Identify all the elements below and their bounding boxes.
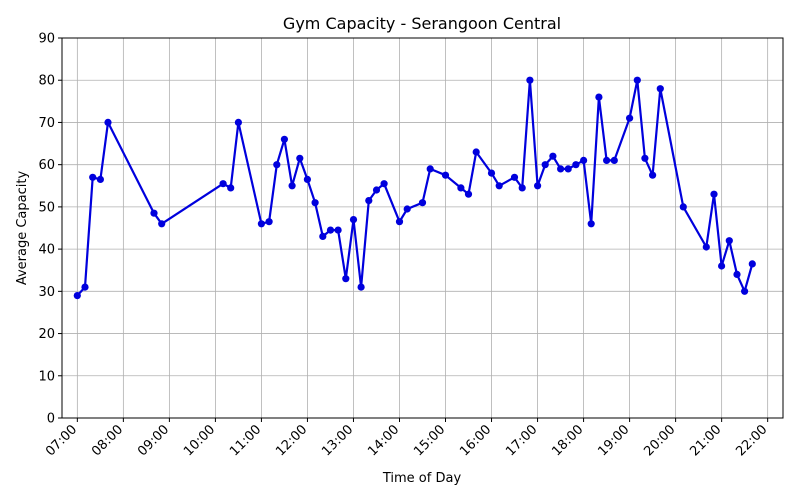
chart-title: Gym Capacity - Serangoon Central bbox=[283, 14, 561, 33]
data-point bbox=[265, 218, 273, 226]
data-point bbox=[472, 148, 480, 156]
data-point bbox=[656, 85, 664, 93]
data-point bbox=[510, 173, 519, 181]
data-point bbox=[303, 175, 311, 183]
y-tick-label: 80 bbox=[38, 74, 55, 89]
data-point bbox=[280, 135, 288, 143]
data-point bbox=[741, 287, 749, 295]
y-axis-label: Average Capacity bbox=[15, 171, 30, 286]
data-point bbox=[572, 161, 580, 169]
data-point bbox=[311, 199, 319, 207]
plot-frame bbox=[61, 37, 784, 419]
grid bbox=[62, 37, 783, 419]
data-point bbox=[326, 226, 335, 234]
data-point bbox=[587, 220, 595, 228]
data-point bbox=[441, 171, 450, 179]
data-point bbox=[557, 165, 565, 173]
data-point bbox=[296, 154, 304, 162]
x-tick-label: 20:00 bbox=[641, 422, 678, 459]
data-point bbox=[73, 292, 81, 300]
data-point bbox=[319, 232, 327, 240]
data-point bbox=[633, 76, 641, 84]
data-point bbox=[610, 156, 618, 164]
data-point bbox=[357, 283, 365, 291]
series-layer bbox=[73, 76, 756, 300]
data-point bbox=[334, 226, 342, 234]
data-point bbox=[733, 270, 741, 278]
data-point bbox=[234, 118, 242, 126]
data-point bbox=[395, 218, 404, 226]
x-tick-label: 10:00 bbox=[181, 422, 218, 459]
data-point bbox=[641, 154, 649, 162]
data-point bbox=[365, 197, 373, 205]
data-point bbox=[518, 184, 526, 192]
data-point bbox=[457, 184, 465, 192]
data-point bbox=[710, 190, 718, 198]
y-tick-label: 10 bbox=[38, 369, 55, 384]
y-tick-label: 50 bbox=[38, 200, 55, 215]
data-point bbox=[526, 76, 534, 84]
x-tick-label: 21:00 bbox=[687, 422, 724, 459]
data-point bbox=[158, 220, 166, 228]
y-tick-label: 30 bbox=[38, 285, 55, 300]
data-point bbox=[104, 118, 112, 126]
data-point bbox=[626, 114, 634, 122]
data-point bbox=[349, 216, 358, 224]
data-point bbox=[564, 165, 572, 173]
x-tick-label: 22:00 bbox=[733, 422, 770, 459]
x-tick-label: 18:00 bbox=[549, 422, 586, 459]
data-point bbox=[418, 199, 427, 207]
x-tick-label: 14:00 bbox=[365, 422, 402, 459]
data-point bbox=[227, 184, 235, 192]
x-tick-label: 19:00 bbox=[595, 422, 632, 459]
y-tick-label: 60 bbox=[38, 158, 55, 173]
data-point bbox=[549, 152, 557, 160]
x-tick-label: 09:00 bbox=[135, 422, 172, 459]
data-point bbox=[81, 283, 89, 291]
data-point bbox=[595, 93, 603, 101]
data-point bbox=[288, 182, 296, 190]
y-tick-label: 70 bbox=[38, 116, 55, 131]
data-point bbox=[580, 156, 588, 164]
data-point bbox=[464, 190, 473, 198]
data-point bbox=[541, 161, 549, 169]
data-point bbox=[89, 173, 97, 181]
data-point bbox=[718, 262, 726, 270]
data-point bbox=[150, 209, 158, 217]
data-point bbox=[679, 203, 687, 211]
data-point bbox=[534, 182, 542, 190]
series-line bbox=[76, 79, 754, 297]
data-point bbox=[426, 165, 434, 173]
x-tick-label: 11:00 bbox=[227, 422, 264, 459]
data-point bbox=[380, 180, 388, 188]
data-point bbox=[403, 205, 411, 213]
data-point bbox=[702, 243, 710, 251]
x-tick-label: 08:00 bbox=[89, 422, 126, 459]
data-point bbox=[372, 186, 381, 194]
y-tick-label: 0 bbox=[47, 412, 55, 427]
data-point bbox=[219, 180, 227, 188]
data-point bbox=[603, 156, 611, 164]
data-point bbox=[96, 175, 104, 183]
x-tick-label: 17:00 bbox=[503, 422, 540, 459]
data-point bbox=[273, 161, 281, 169]
data-point bbox=[748, 260, 756, 268]
x-tick-label: 16:00 bbox=[457, 422, 494, 459]
x-tick-label: 07:00 bbox=[43, 422, 80, 459]
data-point bbox=[649, 171, 657, 179]
x-tick-label: 13:00 bbox=[319, 422, 356, 459]
data-point bbox=[257, 220, 265, 228]
data-point bbox=[725, 237, 733, 245]
data-point bbox=[495, 182, 503, 190]
x-tick-label: 15:00 bbox=[411, 422, 448, 459]
data-point bbox=[487, 169, 496, 177]
y-tick-label: 90 bbox=[38, 32, 55, 47]
x-tick-label: 12:00 bbox=[273, 422, 310, 459]
y-tick-label: 20 bbox=[38, 327, 55, 342]
x-axis-label: Time of Day bbox=[382, 471, 462, 486]
data-point bbox=[342, 275, 350, 283]
y-tick-label: 40 bbox=[38, 243, 55, 258]
